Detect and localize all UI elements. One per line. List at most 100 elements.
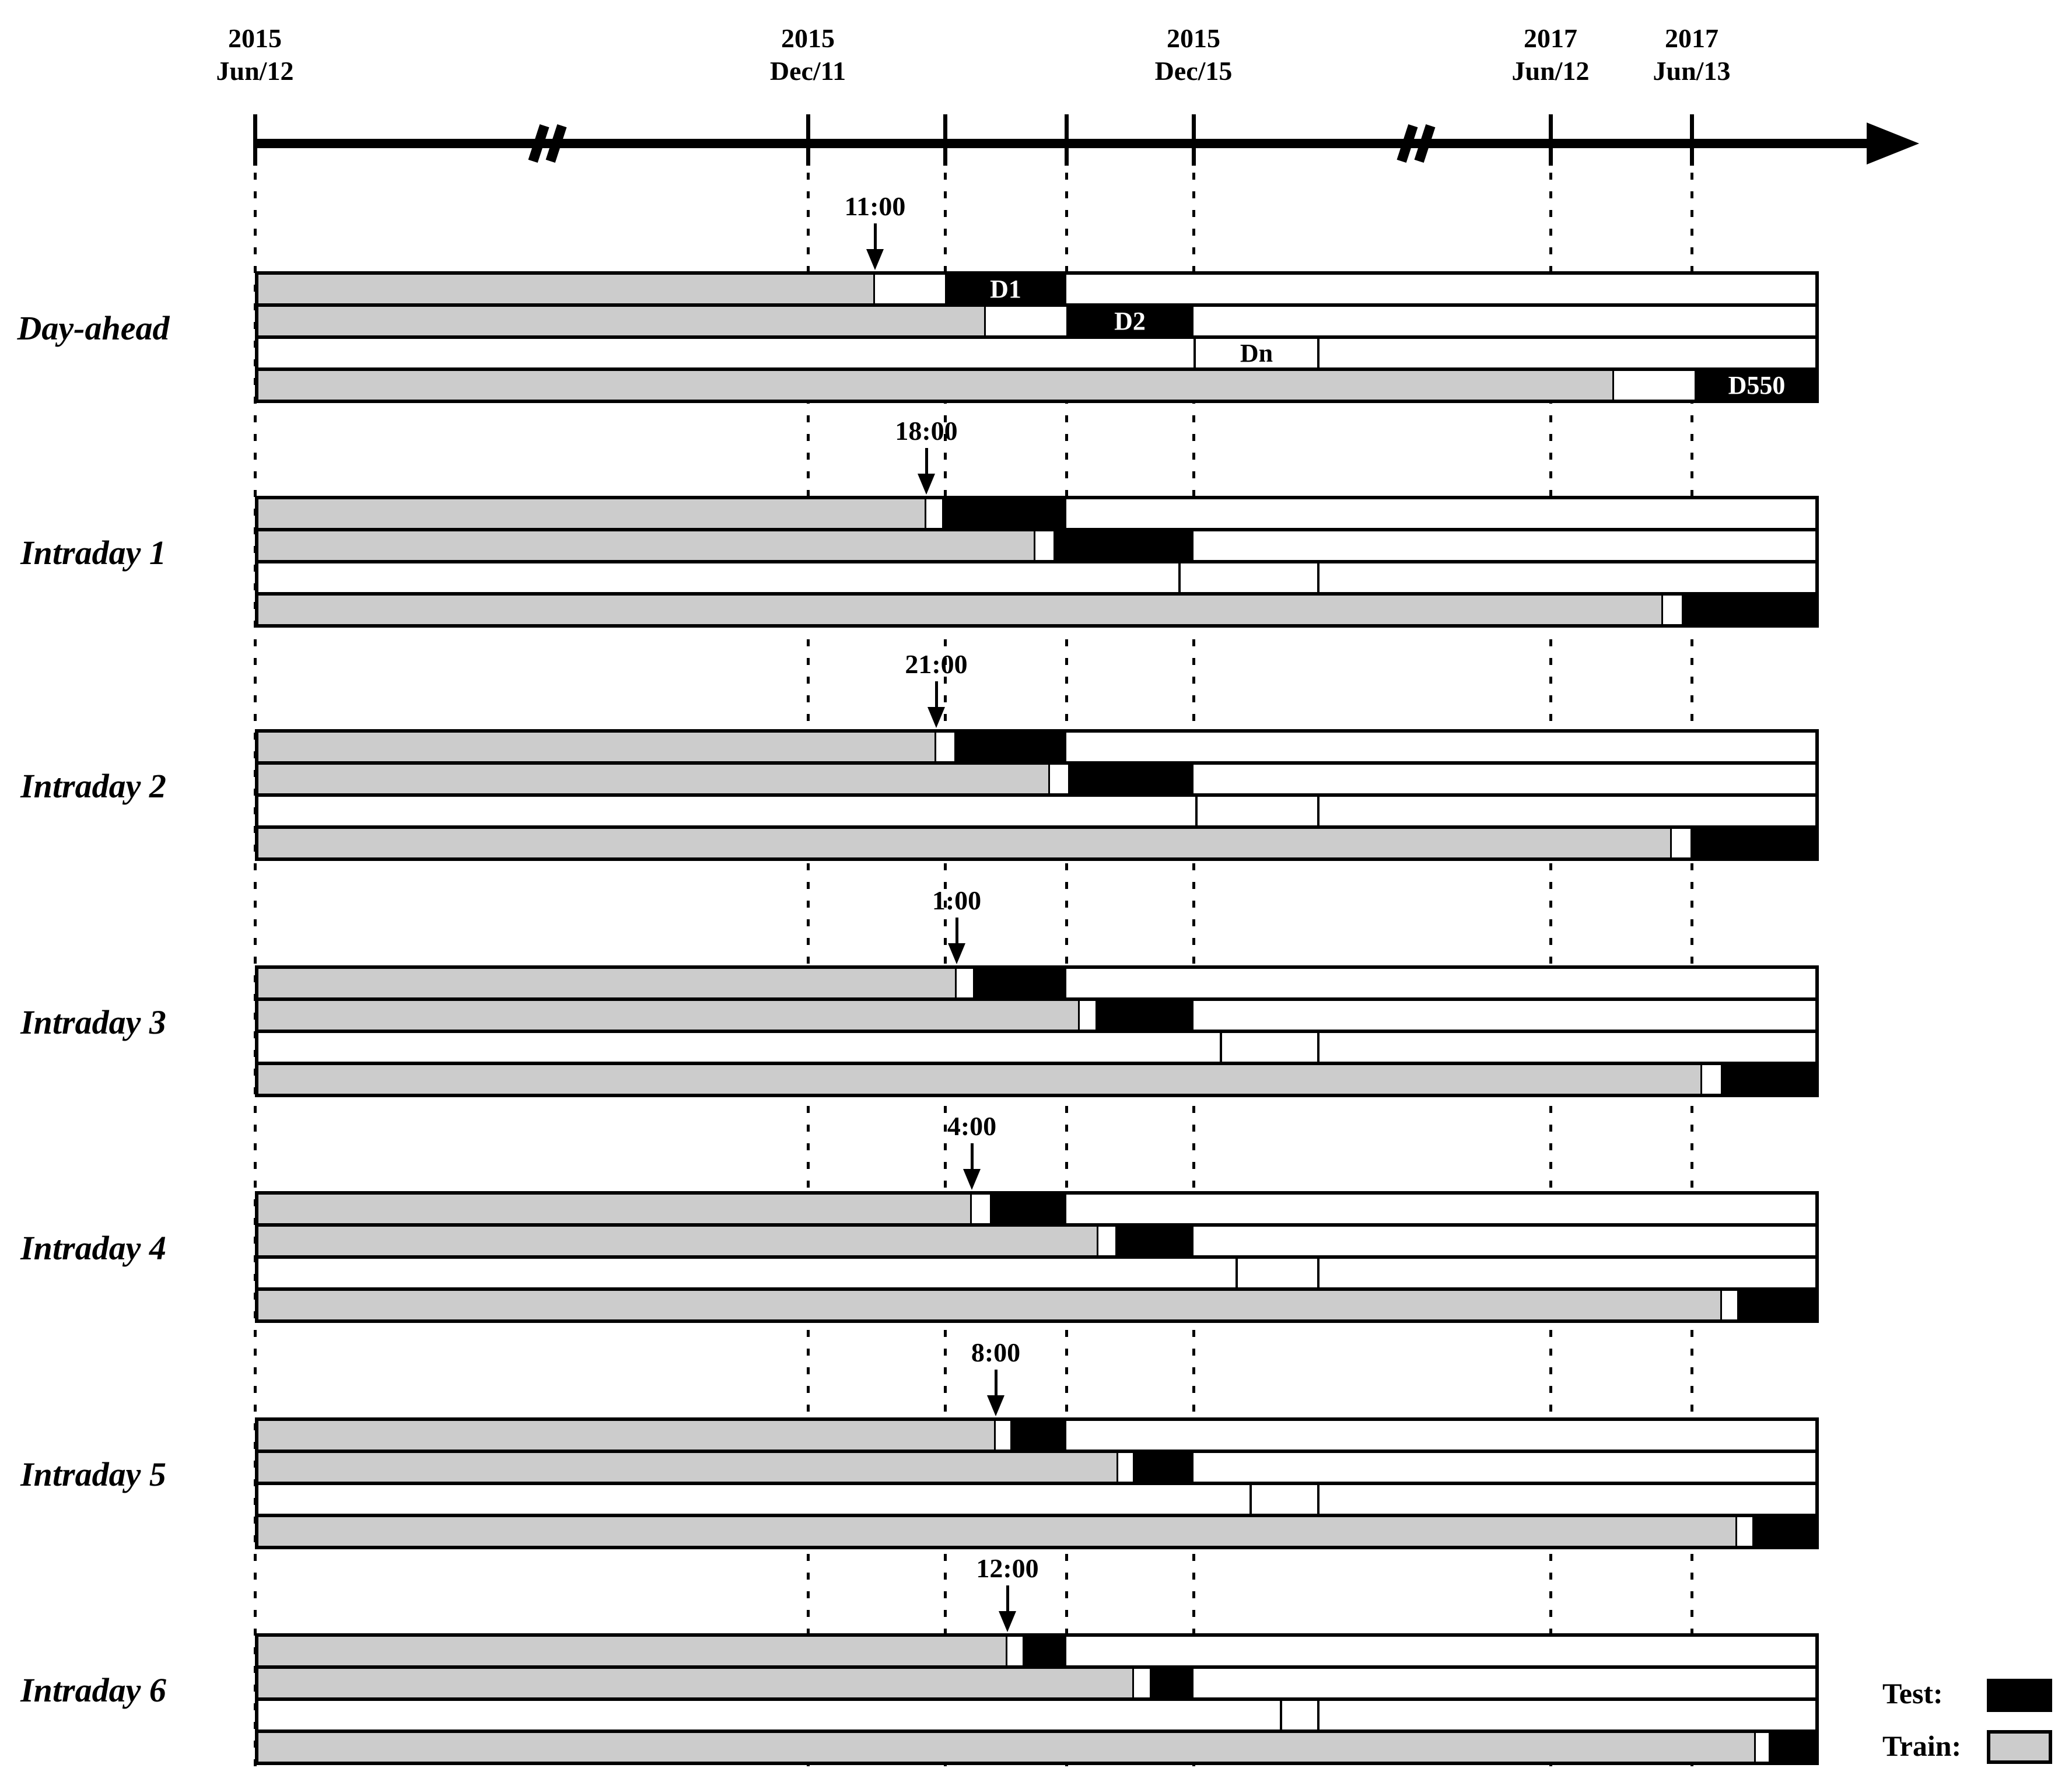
axis-tick bbox=[1549, 114, 1553, 166]
gate-time-label: 11:00 bbox=[844, 191, 906, 221]
train-segment bbox=[258, 499, 926, 528]
bar-row bbox=[258, 1733, 1819, 1762]
bar-row bbox=[258, 969, 1815, 1001]
train-segment bbox=[258, 1291, 1722, 1319]
test-segment bbox=[1115, 1227, 1194, 1255]
gate-time-arrowhead-icon bbox=[963, 1169, 981, 1190]
nth-day-box bbox=[1280, 1701, 1320, 1730]
train-segment bbox=[258, 307, 986, 335]
bar-row: D550 bbox=[258, 371, 1819, 400]
bar-row bbox=[258, 563, 1815, 596]
gate-time-arrow bbox=[956, 918, 958, 947]
gate-time-arrow bbox=[1006, 1585, 1009, 1615]
test-segment bbox=[1682, 596, 1819, 624]
test-segment bbox=[973, 969, 1066, 997]
gate-time-arrowhead-icon bbox=[866, 249, 884, 270]
axis-tick bbox=[1065, 114, 1069, 166]
gate-time-arrowhead-icon bbox=[928, 707, 945, 728]
bar-row bbox=[258, 797, 1815, 829]
train-segment bbox=[258, 1001, 1080, 1030]
train-segment bbox=[258, 1195, 972, 1223]
test-segment bbox=[1737, 1291, 1819, 1319]
section-label: Intraday 4 bbox=[20, 1229, 166, 1267]
train-segment bbox=[258, 829, 1672, 857]
session-bars bbox=[255, 965, 1819, 1097]
test-segment bbox=[1054, 531, 1194, 560]
train-segment bbox=[258, 275, 875, 303]
bar-row bbox=[258, 596, 1819, 624]
gate-time-label: 4:00 bbox=[947, 1111, 997, 1141]
train-segment bbox=[258, 1065, 1702, 1094]
axis-tick bbox=[1192, 114, 1196, 166]
gate-time-label: 18:00 bbox=[895, 416, 958, 446]
session-bars bbox=[255, 1417, 1819, 1549]
axis-tick-label-line: 2017 bbox=[1524, 23, 1577, 53]
bar-row bbox=[258, 1701, 1815, 1733]
train-segment bbox=[258, 1637, 1007, 1665]
bar-row bbox=[258, 531, 1815, 563]
axis-tick-label: 2015 Dec/11 bbox=[720, 22, 895, 87]
axis-tick-label: 2017 Jun/12 bbox=[1463, 22, 1638, 87]
session-bars bbox=[255, 1633, 1819, 1765]
bar-row bbox=[258, 1421, 1815, 1453]
train-segment bbox=[258, 1517, 1737, 1546]
test-segment bbox=[1721, 1065, 1819, 1094]
train-segment bbox=[258, 371, 1614, 400]
test-segment bbox=[1150, 1669, 1194, 1697]
bar-row bbox=[258, 1453, 1815, 1485]
bar-row bbox=[258, 1195, 1815, 1227]
bar-row bbox=[258, 1517, 1819, 1546]
train-segment bbox=[258, 1227, 1098, 1255]
bar-row bbox=[258, 1669, 1815, 1701]
bar-row: D2 bbox=[258, 307, 1815, 339]
legend-train-swatch bbox=[1987, 1730, 2052, 1764]
axis-tick-label: 2017 Jun/13 bbox=[1604, 22, 1779, 87]
time-axis-line bbox=[255, 139, 1867, 148]
axis-tick-label-line: 2015 bbox=[228, 23, 282, 53]
test-segment bbox=[1752, 1517, 1819, 1546]
test-segment bbox=[1769, 1733, 1819, 1762]
test-segment bbox=[1068, 765, 1194, 793]
test-segment bbox=[990, 1195, 1066, 1223]
axis-tick bbox=[253, 114, 257, 166]
train-segment bbox=[258, 1733, 1756, 1762]
train-segment bbox=[258, 733, 936, 761]
session-bars bbox=[255, 496, 1819, 628]
axis-tick-label-line: 2015 bbox=[1167, 23, 1220, 53]
gate-time-label: 12:00 bbox=[976, 1553, 1039, 1583]
bar-row bbox=[258, 1065, 1819, 1094]
bar-row bbox=[258, 1001, 1815, 1033]
bar-row bbox=[258, 765, 1815, 797]
axis-tick-label-line: 2017 bbox=[1665, 23, 1718, 53]
bar-row bbox=[258, 1259, 1815, 1291]
train-segment bbox=[258, 596, 1663, 624]
axis-tick-label: 2015 Jun/12 bbox=[167, 22, 342, 87]
axis-tick-label-line: 2015 bbox=[781, 23, 835, 53]
gate-time-arrowhead-icon bbox=[987, 1395, 1005, 1416]
bar-row bbox=[258, 1637, 1815, 1669]
nth-day-box: Dn bbox=[1194, 339, 1320, 367]
gate-time-arrow bbox=[874, 223, 877, 253]
test-segment bbox=[1133, 1453, 1194, 1482]
bar-row bbox=[258, 1033, 1815, 1065]
bar-row bbox=[258, 829, 1819, 857]
axis-tick-label-line: Jun/12 bbox=[1511, 56, 1590, 86]
session-bars bbox=[255, 729, 1819, 861]
section-label: Intraday 3 bbox=[20, 1003, 166, 1041]
legend-test-label: Test: bbox=[1882, 1677, 1943, 1710]
gate-time-arrow bbox=[935, 681, 938, 710]
gate-time-arrowhead-icon bbox=[999, 1611, 1016, 1632]
nth-day-box bbox=[1220, 1033, 1320, 1062]
test-segment bbox=[1690, 829, 1819, 857]
test-segment bbox=[1096, 1001, 1194, 1030]
test-segment: D2 bbox=[1066, 307, 1194, 335]
section-label: Intraday 2 bbox=[20, 767, 166, 805]
train-segment bbox=[258, 1421, 996, 1450]
test-segment: D1 bbox=[945, 275, 1066, 303]
bar-row: D1 bbox=[258, 275, 1815, 307]
gate-time-arrowhead-icon bbox=[918, 474, 935, 495]
bar-row bbox=[258, 1227, 1815, 1259]
train-segment bbox=[258, 765, 1050, 793]
test-segment: D550 bbox=[1695, 371, 1819, 400]
